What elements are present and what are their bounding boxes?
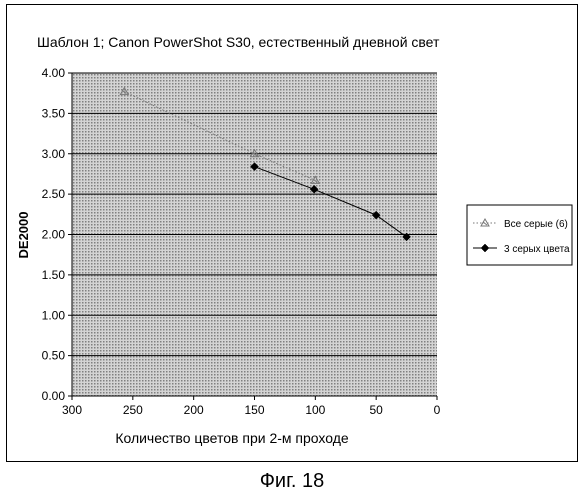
y-tick-label: 2.50 (42, 187, 66, 201)
legend-box (467, 205, 572, 265)
y-tick-label: 1.00 (42, 308, 66, 322)
y-tick-label: 1.50 (42, 268, 66, 282)
chart-title: Шаблон 1; Canon PowerShot S30, естествен… (37, 34, 440, 50)
y-tick-label: 4.00 (42, 66, 66, 80)
x-tick-label: 100 (305, 403, 325, 417)
x-axis-label: Количество цветов при 2-м проходе (115, 430, 349, 446)
x-tick-label: 200 (184, 403, 204, 417)
legend-label-1: Все серые (6) (504, 219, 568, 230)
x-tick-label: 0 (434, 403, 441, 417)
y-axis-label: DE2000 (16, 212, 31, 259)
x-tick-label: 50 (369, 403, 383, 417)
x-tick-label: 150 (244, 403, 264, 417)
figure-caption: Фиг. 18 (0, 470, 584, 493)
chart-frame: Шаблон 1; Canon PowerShot S30, естествен… (6, 4, 578, 462)
y-tick-label: 2.00 (42, 228, 66, 242)
y-tick-label: 0.50 (42, 349, 66, 363)
y-tick-label: 3.50 (42, 106, 66, 120)
x-tick-label: 300 (62, 403, 82, 417)
legend: Все серые (6) 3 серых цвета (467, 205, 572, 265)
y-tick-label: 0.00 (42, 389, 66, 403)
y-tick-label: 3.00 (42, 147, 66, 161)
legend-label-2: 3 серых цвета (504, 244, 570, 255)
chart-svg: Шаблон 1; Canon PowerShot S30, естествен… (7, 5, 579, 463)
x-tick-label: 250 (123, 403, 143, 417)
